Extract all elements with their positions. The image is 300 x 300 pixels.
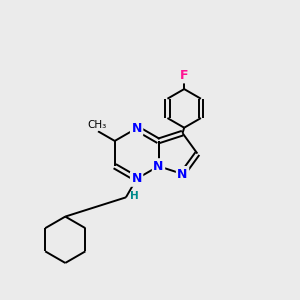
Text: N: N [153,160,164,173]
Text: H: H [130,191,139,201]
Text: N: N [177,167,188,181]
Text: N: N [131,172,142,185]
Text: F: F [180,69,188,82]
Text: CH₃: CH₃ [87,120,106,130]
Text: N: N [131,122,142,135]
